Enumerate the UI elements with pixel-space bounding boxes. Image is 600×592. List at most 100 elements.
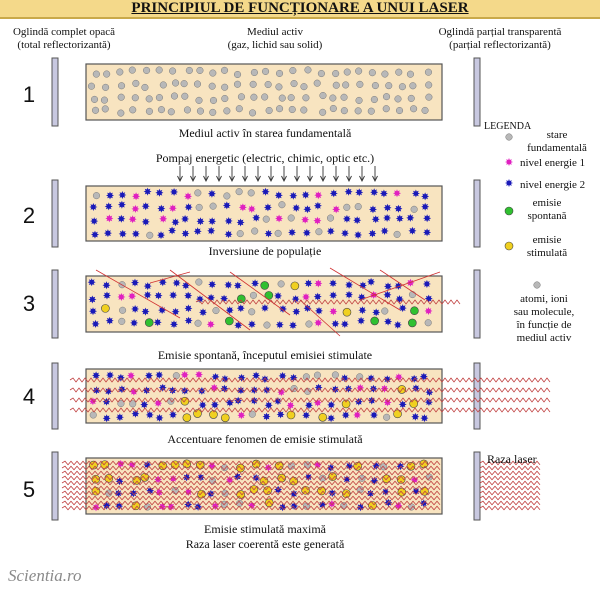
particle-ground [326,214,335,222]
particle-ground [209,108,217,116]
particle-level2 [358,306,367,315]
pump-arrow-head [359,175,365,183]
particle-level1 [105,214,114,223]
laser-beam-wave [479,500,541,506]
particle-level2 [370,188,379,197]
legend-symbol-level1 [505,158,513,166]
pump-arrow-head [203,175,209,183]
particle-level2 [406,213,415,222]
particle-ground [116,68,124,76]
particle-level2 [424,398,433,407]
particle-level2 [384,317,393,326]
particle-ground [331,371,339,379]
particle-level2 [234,321,243,330]
particle-level1 [159,214,168,223]
legend-note-line: atomi, ioni [520,293,568,305]
particle-ground [209,69,217,77]
particle-level2 [329,279,337,288]
particle-ground [317,69,325,78]
legend-label: emisie [532,197,562,209]
particle-ground [313,79,321,87]
particle-level2 [263,203,272,212]
particle-level2 [315,306,323,315]
particle-level2 [262,412,271,421]
particle-level2 [130,318,139,327]
particle-level2 [172,279,181,287]
medium-label-1: Mediul activ [247,26,303,38]
particle-ground [196,66,204,74]
particle-level1 [184,488,193,496]
particle-level2 [303,304,312,313]
left-mirror [51,57,59,127]
particle-level2 [358,281,367,290]
particle-level2 [357,293,366,302]
particle-level2 [357,316,366,325]
spontaneous-photon-ray [95,269,181,319]
particle-stimulated [220,413,230,423]
particle-level2 [394,204,403,213]
pump-arrow-head [229,175,235,183]
particle-ground [92,192,101,200]
particle-ground [90,95,99,103]
stage-number-4: 4 [22,384,36,409]
particle-level2 [181,215,190,223]
particle-ground [319,92,327,100]
stimulated-wave [69,377,551,383]
particle-level2 [326,227,335,236]
particle-level2 [292,307,301,316]
particle-level2 [395,214,404,223]
particle-level2 [118,191,127,199]
particle-ground [409,82,417,90]
particle-level2 [380,227,389,235]
particle-stimulated [182,413,192,422]
particle-level2 [422,280,431,288]
particle-level1 [237,411,246,420]
left-mirror-header: Oglindă complet opacă (total reflectoriz… [0,26,128,52]
right-mirror [473,451,481,521]
particle-level2 [105,316,114,325]
particle-ground [249,109,257,117]
particle-level2 [114,489,123,498]
pump-arrow-head [255,175,261,183]
particle-level2 [379,189,388,198]
particle-ground [275,83,283,91]
particle-level2 [131,278,139,287]
particle-level2 [184,316,193,325]
particle-level2 [383,214,392,222]
stage-caption-2: Inversiune de populație [208,244,322,258]
particle-ground [194,189,202,197]
particle-level2 [289,321,297,330]
legend-label: fundamentală [527,142,587,154]
particle-level2 [117,200,126,209]
particle-level2 [329,291,338,300]
particle-level2 [411,384,420,393]
particle-level2 [154,291,163,300]
particle-level2 [220,384,229,393]
particle-level2 [274,191,283,200]
left-mirror [51,362,59,430]
particle-level2 [288,228,297,237]
stage-caption-3: Emisie spontană, începutul emisiei stimu… [157,348,373,362]
particle-level2 [383,203,392,212]
left-mirror-label-1: Oglindă complet opacă [12,26,116,38]
stimulated-wave [61,485,441,491]
particle-level2 [398,304,407,313]
particle-level2 [224,217,233,225]
left-mirror [51,179,59,248]
particle-ground [237,93,245,101]
particle-ground [302,373,310,381]
particle-level1 [128,215,137,224]
particle-level1 [247,205,256,213]
particle-level2 [89,203,98,211]
particle-ground [233,80,242,88]
particle-ground [195,96,203,104]
pump-arrow-head [190,175,196,183]
particle-level1 [88,397,97,406]
particle-ground [235,188,243,196]
particle-level2 [140,400,149,409]
particle-level2 [355,188,364,197]
particle-ground [212,306,220,315]
spontaneous-photon-ray [379,269,426,301]
particle-ground [180,80,188,88]
particle-level2 [331,319,340,328]
